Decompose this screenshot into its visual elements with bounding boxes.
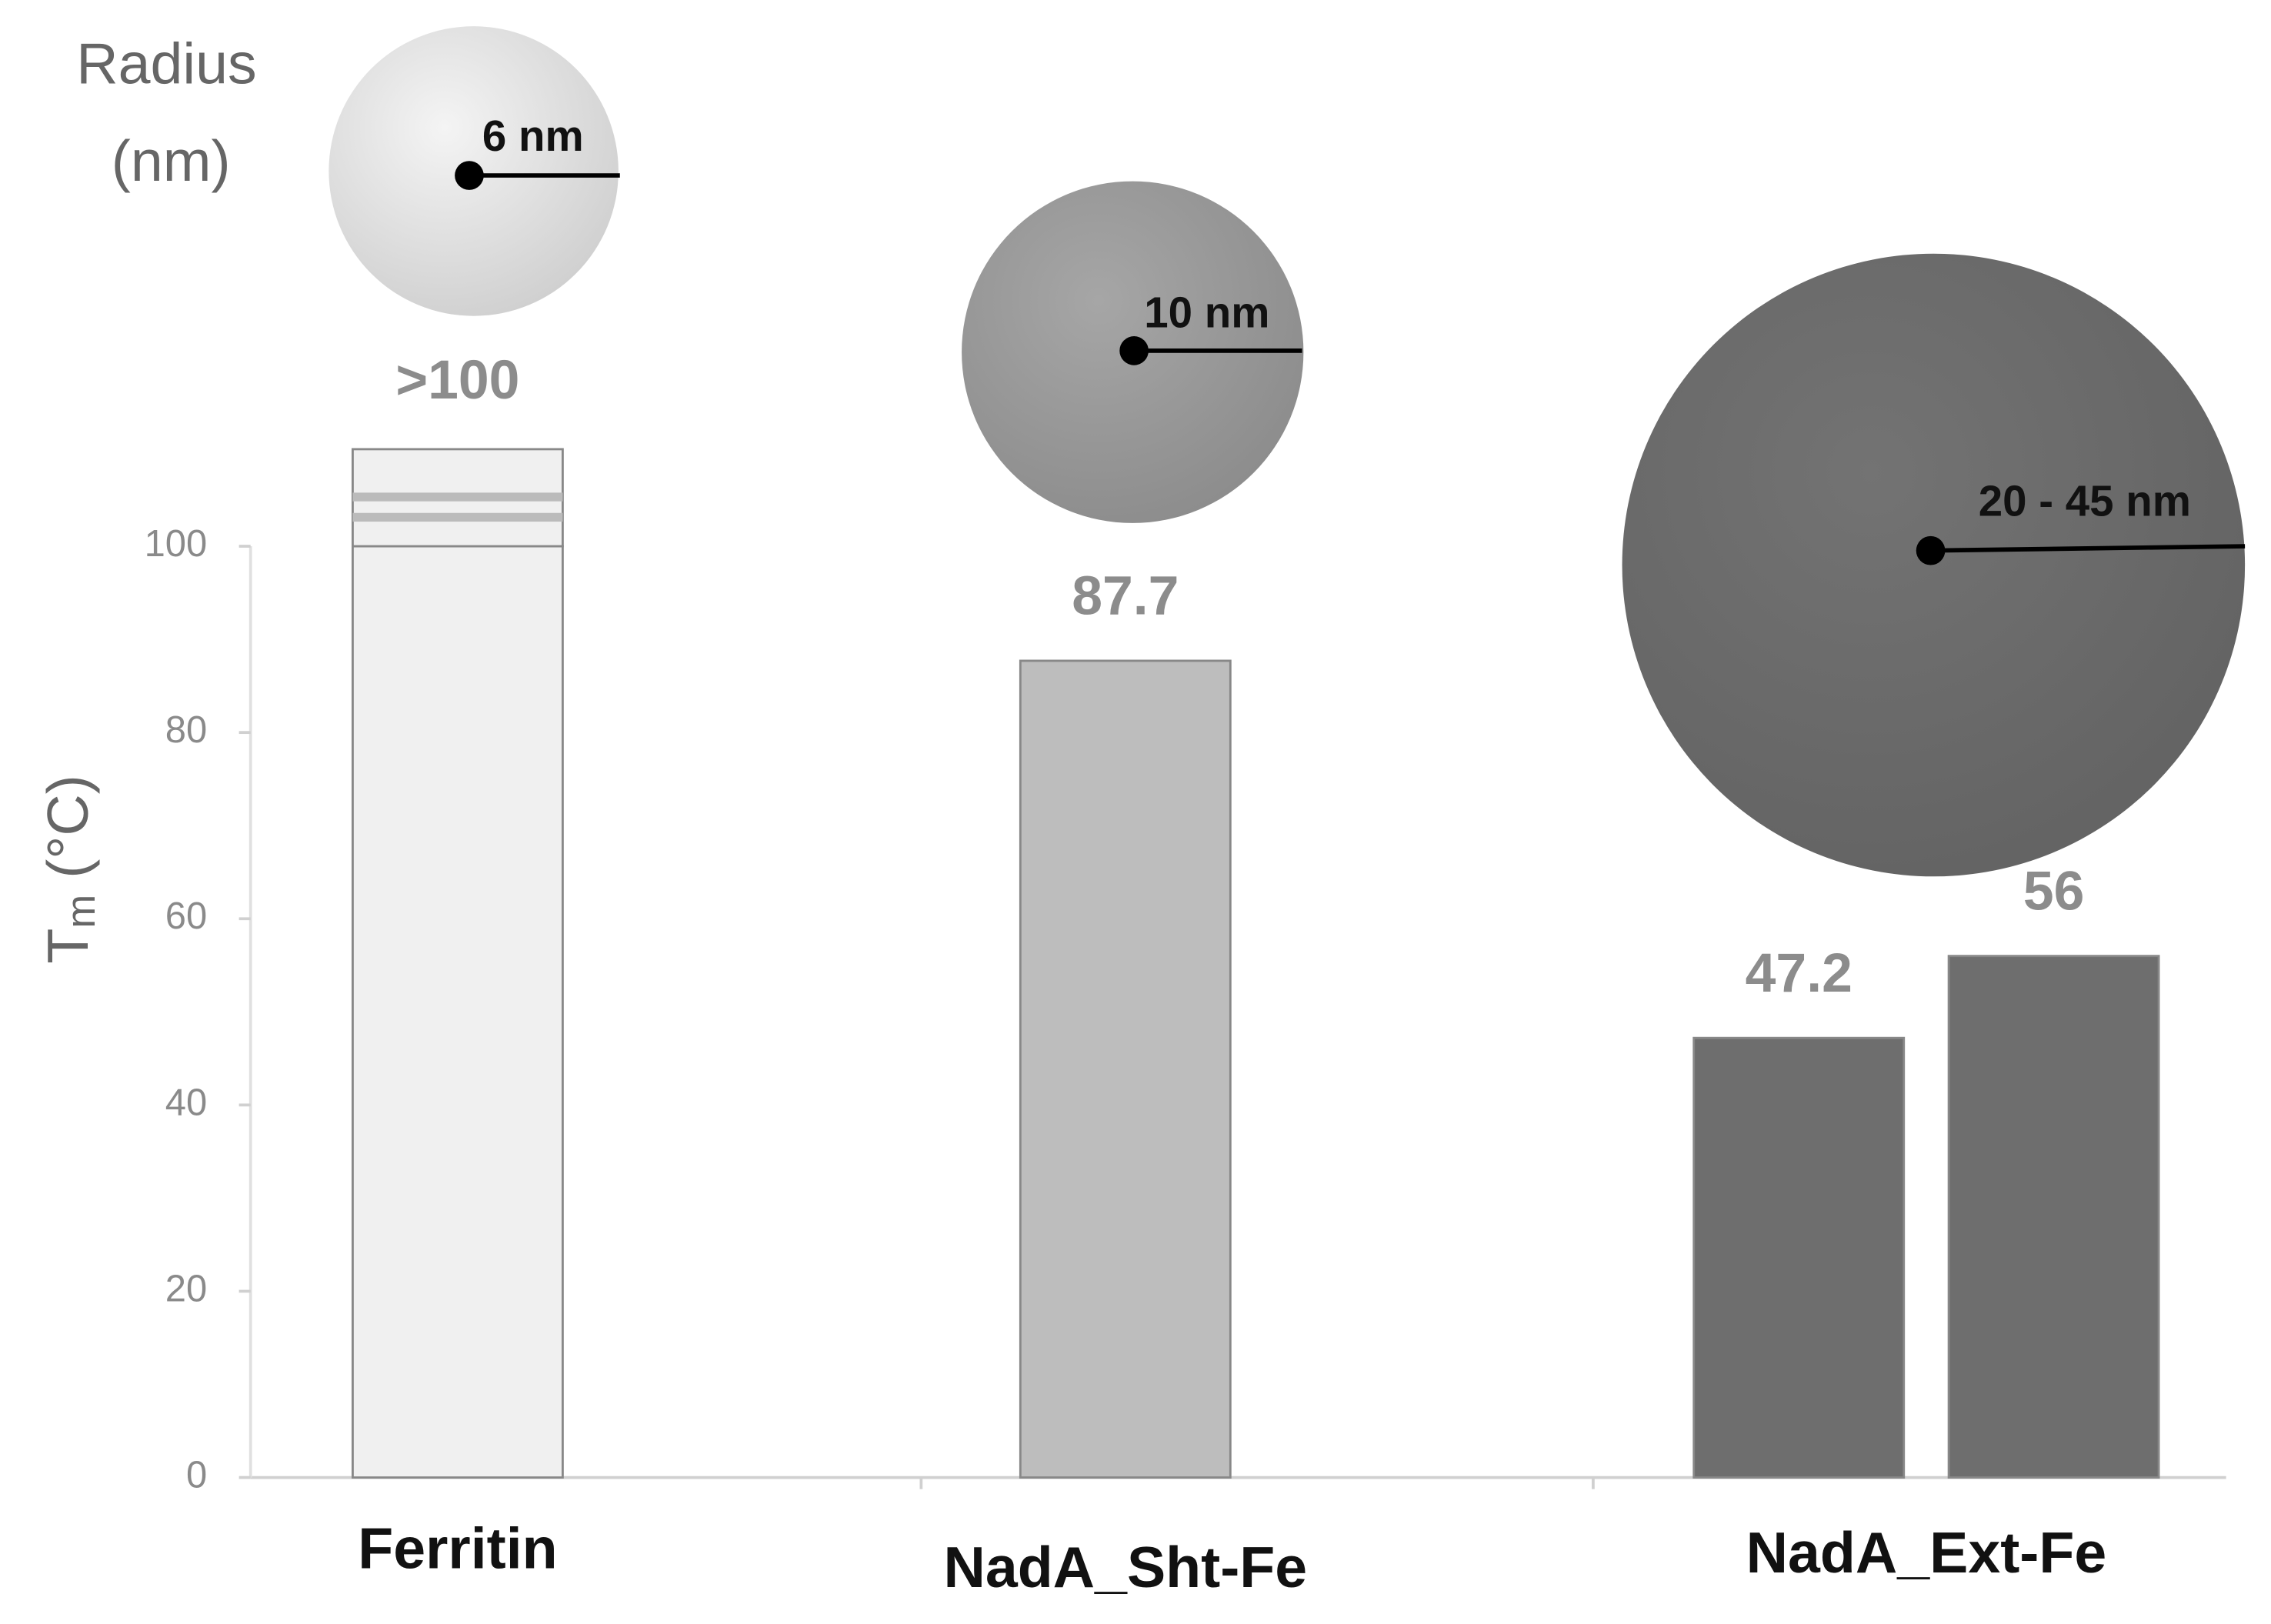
y-tick-label: 80 bbox=[165, 709, 207, 751]
circle-label: 6 nm bbox=[482, 112, 584, 160]
radius-title: (nm) bbox=[112, 128, 231, 193]
break-stripe bbox=[352, 512, 563, 522]
center-dot bbox=[1916, 535, 1946, 565]
y-tick-label: 60 bbox=[165, 895, 207, 937]
y-tick-label: 0 bbox=[186, 1455, 207, 1496]
y-tick-label: 40 bbox=[165, 1082, 207, 1123]
center-dot bbox=[1119, 336, 1149, 365]
y-tick-label: 20 bbox=[165, 1268, 207, 1309]
value-label: >100 bbox=[395, 349, 519, 411]
center-dot bbox=[455, 161, 484, 190]
radius-title: Radius bbox=[76, 32, 256, 96]
circle-label: 20 - 45 nm bbox=[1979, 476, 2191, 525]
value-label: 56 bbox=[2023, 860, 2085, 922]
y-label-main: T bbox=[35, 929, 100, 964]
y-label-sub: m bbox=[58, 895, 104, 929]
break-stripe bbox=[352, 492, 563, 502]
x-tick-label: NadA_Sht-Fe bbox=[943, 1535, 1307, 1599]
size-circle bbox=[1622, 253, 2246, 877]
bar bbox=[1947, 955, 2160, 1479]
bar bbox=[352, 545, 564, 1479]
value-label: 87.7 bbox=[1072, 565, 1179, 627]
bar bbox=[1019, 659, 1232, 1479]
radius-lines bbox=[469, 173, 2246, 553]
y-tick-label: 100 bbox=[145, 523, 208, 565]
value-label: 47.2 bbox=[1746, 942, 1852, 1004]
y-label-unit: (°C) bbox=[35, 775, 100, 895]
x-tick-label: NadA_Ext-Fe bbox=[1746, 1520, 2107, 1585]
y-axis-label: Tm (°C) bbox=[35, 775, 104, 963]
x-tick-label: Ferritin bbox=[358, 1516, 557, 1580]
circle-label: 10 nm bbox=[1144, 288, 1269, 337]
bar bbox=[1692, 1036, 1906, 1479]
